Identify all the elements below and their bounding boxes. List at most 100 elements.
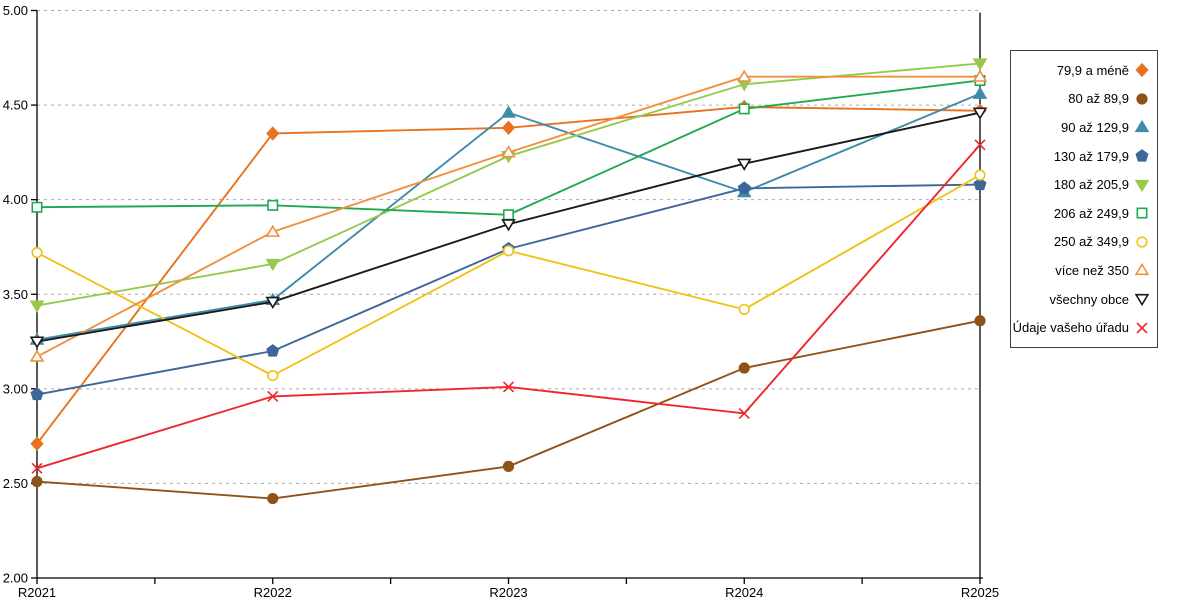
x-tick-label: R2022 (254, 585, 292, 600)
series-marker-triangle-up-icon (972, 86, 988, 99)
series-marker-triangle-down-icon (972, 107, 988, 120)
legend-item: všechny obce (1011, 291, 1157, 307)
series-marker-pentagon-icon (1135, 149, 1149, 162)
series-marker-square-icon (267, 199, 279, 211)
y-tick-label: 2.50 (3, 476, 28, 491)
series-marker-x-icon (267, 390, 279, 402)
legend-marker-triangle-down-icon (1134, 293, 1150, 307)
legend-marker-circle-icon (1136, 93, 1148, 105)
series-marker-circle-icon (738, 303, 750, 315)
y-tick-label: 4.50 (3, 98, 28, 113)
legend-item: 79,9 a méně (1011, 62, 1157, 78)
series-marker-circle-icon (738, 362, 750, 374)
legend-marker-diamond-icon (1135, 63, 1149, 78)
series-marker-triangle-up-icon (501, 105, 516, 118)
series-marker-pentagon-icon (737, 181, 751, 194)
series-marker-square-icon (738, 103, 750, 115)
series-10 (31, 139, 986, 474)
series-marker-triangle-down-icon (736, 158, 752, 171)
series-marker-triangle-up-icon (501, 145, 516, 158)
series-marker-triangle-down-icon (29, 336, 45, 349)
series-marker-triangle-up-icon (1134, 120, 1150, 133)
series-line (36, 144, 981, 470)
legend-item: 80 až 89,9 (1011, 91, 1157, 107)
series-marker-triangle-down-icon (972, 58, 988, 71)
y-tick-label: 4.00 (3, 192, 28, 207)
series-marker-diamond-icon (30, 436, 44, 451)
series-marker-x-icon (31, 462, 43, 474)
legend-marker-pentagon-icon (1135, 149, 1149, 162)
series-marker-square-icon (503, 209, 514, 221)
legend-label: 79,9 a méně (1056, 62, 1129, 78)
series-marker-x-icon (502, 381, 515, 393)
series-marker-triangle-down-icon (501, 219, 516, 232)
legend-item: Údaje vašeho úřadu (1011, 320, 1157, 336)
series-marker-circle-icon (502, 460, 515, 472)
legend-label: více než 350 (1055, 262, 1129, 278)
series-marker-circle-icon (267, 492, 279, 505)
series-9 (29, 107, 988, 349)
series-8 (29, 69, 988, 362)
legend-marker-circle-icon (1136, 236, 1148, 248)
series-line (36, 62, 981, 307)
series-marker-square-icon (31, 201, 43, 213)
legend-item: 206 až 249,9 (1011, 205, 1157, 221)
series-marker-triangle-down-icon (29, 300, 45, 313)
legend-marker-triangle-up-icon (1134, 263, 1150, 276)
series-marker-diamond-icon (1135, 63, 1149, 78)
legend-label: 90 až 129,9 (1061, 119, 1129, 135)
legend-marker-square-icon (1136, 207, 1148, 219)
series-marker-x-icon (974, 139, 986, 151)
series-marker-circle-icon (974, 315, 986, 327)
legend-label: 206 až 249,9 (1053, 205, 1129, 221)
y-tick-label: 2.00 (3, 571, 28, 586)
legend-label: 250 až 349,9 (1053, 234, 1129, 250)
legend-item: 180 až 205,9 (1011, 177, 1157, 193)
legend-item: více než 350 (1011, 262, 1157, 278)
series-marker-circle-icon (267, 369, 279, 382)
series-marker-pentagon-icon (266, 344, 280, 357)
series-marker-diamond-icon (266, 126, 280, 141)
series-marker-triangle-up-icon (29, 349, 45, 362)
series-marker-circle-icon (1136, 93, 1148, 105)
legend-item: 130 až 179,9 (1011, 148, 1157, 164)
legend-label: 180 až 205,9 (1053, 177, 1129, 193)
series-marker-circle-icon (31, 247, 43, 259)
legend-item: 250 až 349,9 (1011, 234, 1157, 250)
legend-item: 90 až 129,9 (1011, 119, 1157, 135)
series-marker-circle-icon (31, 475, 43, 488)
series-marker-pentagon-icon (973, 177, 987, 191)
x-tick-label: R2024 (725, 585, 763, 600)
series-marker-triangle-up-icon (1134, 263, 1150, 276)
series-marker-pentagon-icon (30, 387, 44, 401)
series-marker-x-icon (738, 407, 750, 419)
series-marker-triangle-down-icon (1134, 293, 1150, 307)
legend-marker-triangle-up-icon (1134, 120, 1150, 133)
series-marker-triangle-down-icon (265, 296, 281, 309)
y-tick-label: 3.00 (3, 381, 28, 396)
x-tick-label: R2023 (489, 585, 527, 600)
legend: 79,9 a méně 80 až 89,9 90 až 129,9 130 až 1… (1010, 50, 1158, 348)
legend-label: 80 až 89,9 (1068, 91, 1129, 107)
series-marker-diamond-icon (501, 120, 516, 135)
series-marker-triangle-up-icon (972, 69, 988, 82)
y-tick-label: 5.00 (3, 3, 28, 18)
legend-label: všechny obce (1049, 291, 1130, 307)
series-2 (31, 315, 986, 505)
series-marker-circle-icon (974, 169, 986, 181)
legend-label: Údaje vašeho úřadu (1012, 320, 1129, 336)
series-7 (31, 169, 986, 382)
series-marker-triangle-down-icon (265, 258, 281, 272)
series-marker-square-icon (1136, 207, 1148, 219)
series-marker-triangle-up-icon (265, 224, 281, 237)
series-marker-circle-icon (502, 245, 515, 257)
y-tick-label: 3.50 (3, 287, 28, 302)
series-marker-circle-icon (1136, 236, 1148, 248)
series-marker-triangle-up-icon (736, 69, 752, 82)
legend-marker-x-icon (1136, 322, 1148, 334)
x-tick-label: R2021 (18, 585, 56, 600)
legend-marker-triangle-down-icon (1134, 179, 1150, 192)
legend-label: 130 až 179,9 (1053, 148, 1129, 164)
series-marker-triangle-down-icon (1134, 179, 1150, 192)
